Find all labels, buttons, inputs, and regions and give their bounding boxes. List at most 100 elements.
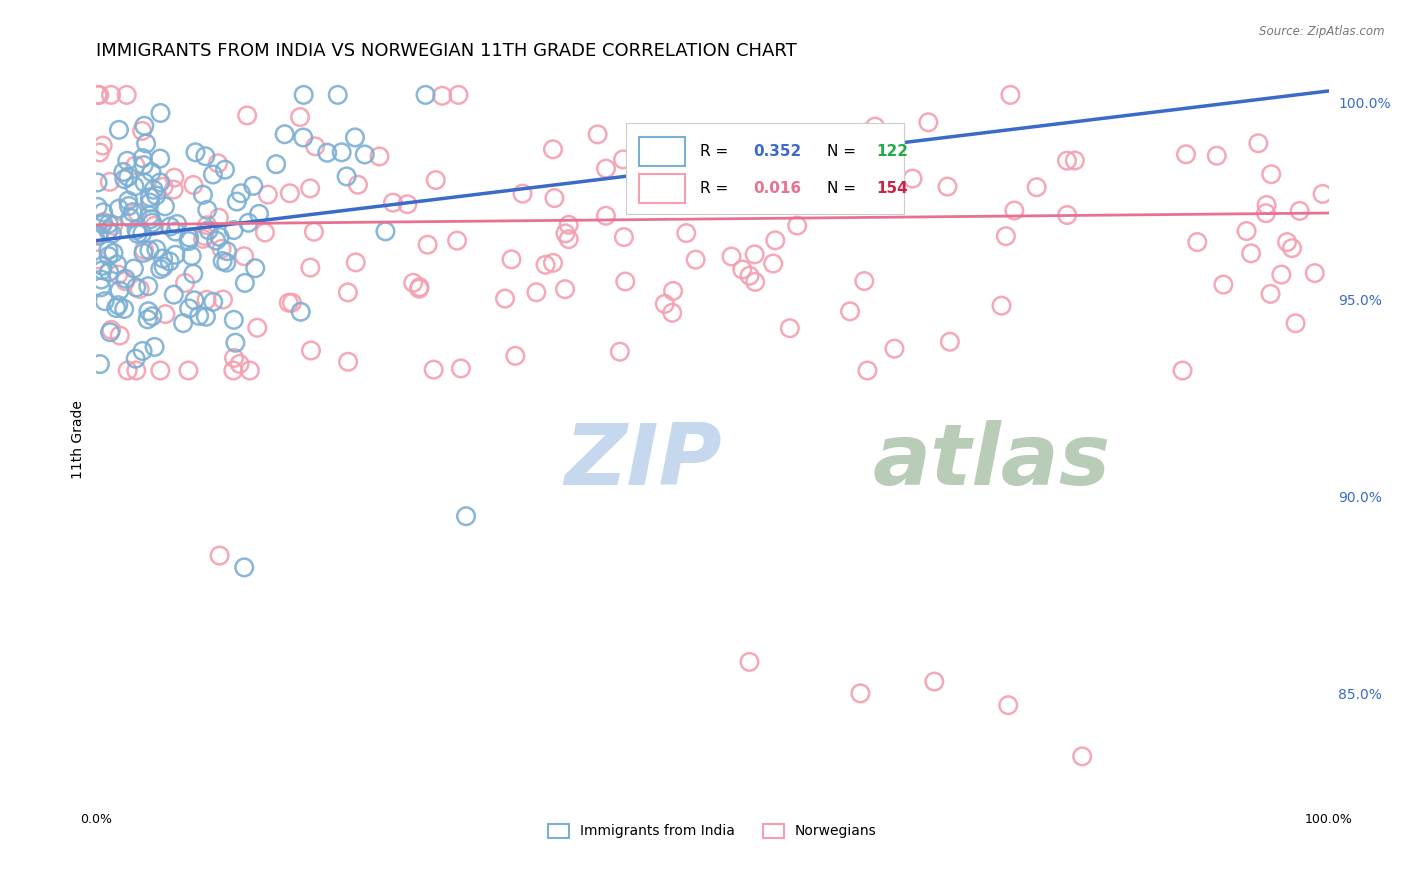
Point xyxy=(1063,153,1085,168)
Point xyxy=(136,312,159,326)
Point xyxy=(112,172,135,186)
Point xyxy=(91,217,114,231)
Point xyxy=(1056,208,1078,222)
Point xyxy=(939,334,962,349)
Point xyxy=(124,179,146,194)
Point xyxy=(195,202,218,217)
Point xyxy=(89,357,111,371)
Point xyxy=(128,282,150,296)
Point xyxy=(402,276,425,290)
Point xyxy=(134,119,156,133)
Point xyxy=(179,230,201,244)
Point xyxy=(299,181,322,195)
Point xyxy=(344,255,367,269)
Point xyxy=(1187,235,1209,249)
Point xyxy=(108,123,131,137)
Point xyxy=(172,316,194,330)
Point xyxy=(450,361,472,376)
Point xyxy=(131,151,153,165)
Point xyxy=(152,260,174,274)
Point xyxy=(98,265,121,279)
Point xyxy=(990,299,1012,313)
Point xyxy=(122,261,145,276)
Point xyxy=(292,87,315,102)
Point xyxy=(105,257,128,271)
Point xyxy=(93,294,115,309)
Point xyxy=(100,87,122,102)
Point xyxy=(994,229,1017,244)
Point xyxy=(134,176,156,190)
Point xyxy=(117,363,139,377)
Point xyxy=(90,272,112,286)
Point xyxy=(87,227,110,241)
Point xyxy=(149,262,172,277)
Point xyxy=(108,202,131,216)
Point xyxy=(1171,363,1194,377)
Point xyxy=(205,234,228,248)
Point xyxy=(149,363,172,377)
Point xyxy=(494,292,516,306)
Point xyxy=(202,294,225,309)
Point xyxy=(194,149,217,163)
Point xyxy=(1275,235,1298,249)
Point xyxy=(108,284,131,298)
Point xyxy=(225,194,247,209)
Point xyxy=(125,223,148,237)
Point xyxy=(1281,241,1303,255)
Point xyxy=(195,293,218,307)
Point xyxy=(91,205,114,219)
Point xyxy=(302,225,325,239)
Point xyxy=(215,255,238,269)
Point xyxy=(543,191,565,205)
Point xyxy=(197,223,219,237)
Point xyxy=(595,161,617,176)
Point xyxy=(193,228,215,243)
Point xyxy=(163,287,186,301)
Point xyxy=(290,305,312,319)
Point xyxy=(149,152,172,166)
Point xyxy=(534,258,557,272)
Point xyxy=(132,158,155,172)
Point xyxy=(288,110,311,124)
Point xyxy=(233,276,256,290)
Point xyxy=(1288,203,1310,218)
Point xyxy=(849,686,872,700)
Point xyxy=(142,183,165,197)
Point xyxy=(143,219,166,233)
Point xyxy=(215,244,238,259)
Point xyxy=(779,321,801,335)
Point xyxy=(273,127,295,141)
Point xyxy=(177,301,200,316)
Point xyxy=(138,304,160,318)
Point xyxy=(815,147,838,161)
Point xyxy=(98,175,121,189)
Point xyxy=(330,145,353,160)
Point xyxy=(936,179,959,194)
Point xyxy=(208,549,231,563)
Point xyxy=(238,216,260,230)
Point xyxy=(837,160,859,174)
Point xyxy=(131,124,153,138)
Point xyxy=(183,293,205,308)
Text: atlas: atlas xyxy=(873,420,1111,503)
Point xyxy=(177,234,200,248)
Point xyxy=(125,363,148,377)
Point xyxy=(738,655,761,669)
Bar xyxy=(638,137,685,166)
Point xyxy=(336,169,359,184)
Text: IMMIGRANTS FROM INDIA VS NORWEGIAN 11TH GRADE CORRELATION CHART: IMMIGRANTS FROM INDIA VS NORWEGIAN 11TH … xyxy=(97,42,797,60)
Point xyxy=(446,234,468,248)
Y-axis label: 11th Grade: 11th Grade xyxy=(72,400,86,479)
Point xyxy=(139,195,162,210)
Point xyxy=(139,212,162,227)
Point xyxy=(222,223,245,237)
Point xyxy=(153,199,176,213)
Point xyxy=(86,87,108,102)
Point xyxy=(292,130,315,145)
Point xyxy=(863,120,886,134)
Point xyxy=(105,301,128,315)
Point xyxy=(141,216,163,230)
Point xyxy=(855,126,877,140)
Point xyxy=(353,147,375,161)
Point xyxy=(253,226,276,240)
